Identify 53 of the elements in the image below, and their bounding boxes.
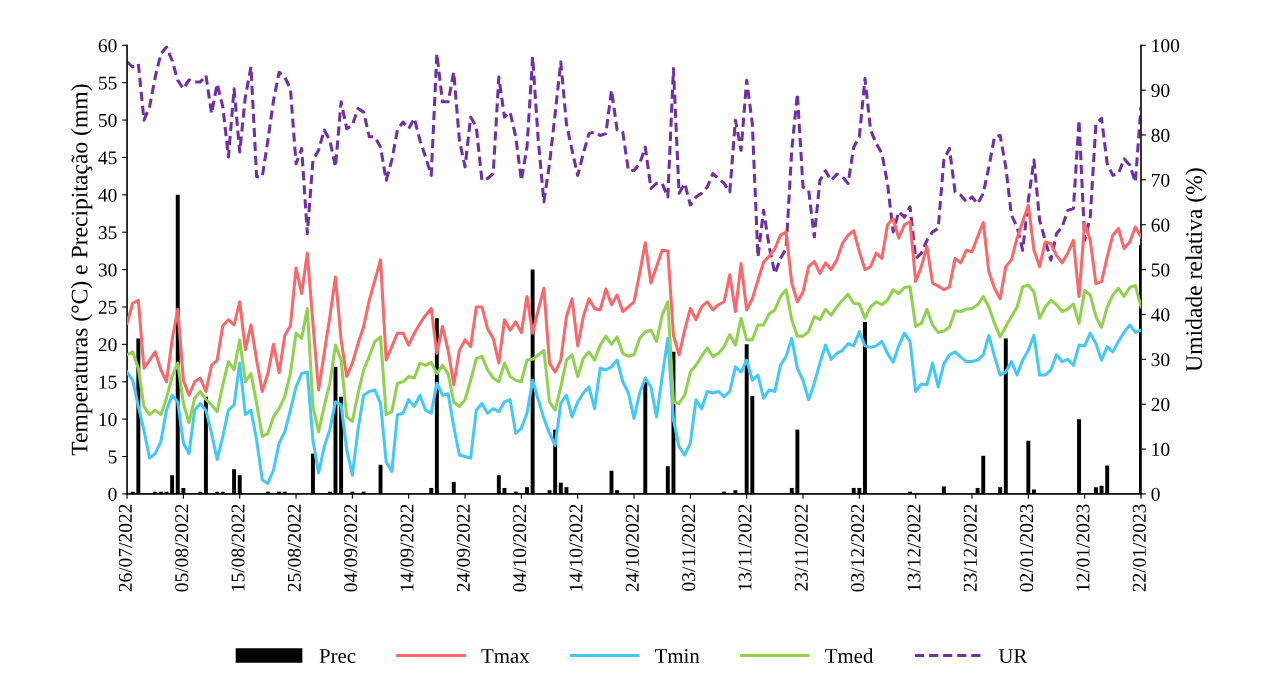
legend-label: Tmed (825, 648, 874, 664)
y2-tick-label: 100 (1152, 39, 1180, 53)
y-tick-label: 45 (98, 151, 117, 165)
y2-tick-label: 10 (1152, 442, 1170, 456)
x-tick-label: 03/11/2022 (682, 504, 696, 591)
y-tick-label: 60 (98, 39, 117, 53)
x-tick-label: 12/01/2023 (1076, 504, 1090, 591)
y-tick-label: 30 (98, 263, 117, 277)
y-tick-label: 55 (99, 76, 117, 90)
x-tick-label: 22/01/2023 (1132, 504, 1146, 592)
x-tick-label: 04/10/2022 (513, 504, 527, 592)
legend-label: Tmax (481, 649, 530, 664)
y2-tick-label: 50 (1151, 263, 1170, 277)
y-axis-title: Temperaturas (°C) e Precipitação (mm) (70, 84, 93, 456)
line-series (127, 203, 1141, 397)
x-tick-label: 14/10/2022 (569, 504, 583, 591)
x-tick-label: 03/12/2022 (851, 504, 865, 592)
y2-tick-label: 90 (1151, 83, 1170, 98)
y-tick-label: 35 (98, 226, 117, 240)
y2-tick-label: 30 (1151, 353, 1170, 367)
x-tick-label: 25/08/2022 (287, 504, 301, 592)
y-tick-label: 5 (108, 450, 117, 464)
legend-label: Tmin (655, 649, 700, 663)
y-tick-label: 20 (98, 338, 117, 352)
x-tick-label: 13/12/2022 (907, 504, 921, 591)
x-tick-label: 26/07/2022 (118, 504, 132, 592)
y-tick-label: 50 (99, 113, 117, 127)
line-series (127, 283, 1141, 438)
y-tick-label: 15 (99, 375, 117, 389)
x-tick-label: 04/09/2022 (344, 504, 358, 592)
line-series (127, 323, 1141, 485)
x-tick-label: 15/08/2022 (231, 504, 245, 591)
x-tick-label: 23/11/2022 (794, 504, 808, 591)
y2-tick-label: 0 (1151, 487, 1160, 501)
y-tick-label: 10 (99, 412, 117, 427)
x-tick-label: 24/10/2022 (625, 504, 639, 592)
y2-tick-label: 70 (1152, 173, 1170, 187)
y2-tick-label: 60 (1151, 218, 1170, 232)
y2-tick-label: 40 (1151, 308, 1170, 322)
x-tick-label: 14/09/2022 (400, 504, 414, 591)
y-tick-label: 25 (98, 300, 117, 314)
x-tick-label: 24/09/2022 (456, 504, 470, 592)
legend-label: UR (998, 649, 1028, 664)
x-tick-label: 02/01/2023 (1020, 504, 1034, 592)
x-tick-label: 23/12/2022 (963, 504, 977, 592)
y-tick-label: 40 (98, 188, 117, 202)
y2-tick-label: 20 (1151, 398, 1170, 412)
x-tick-label: 05/08/2022 (175, 504, 189, 592)
legend-label: Prec (319, 649, 356, 664)
y2-tick-label: 80 (1151, 128, 1170, 142)
x-tick-label: 13/11/2022 (738, 504, 752, 590)
y2-axis-title: Umidade relativa (%) (1185, 168, 1207, 372)
y-tick-label: 0 (108, 487, 117, 501)
